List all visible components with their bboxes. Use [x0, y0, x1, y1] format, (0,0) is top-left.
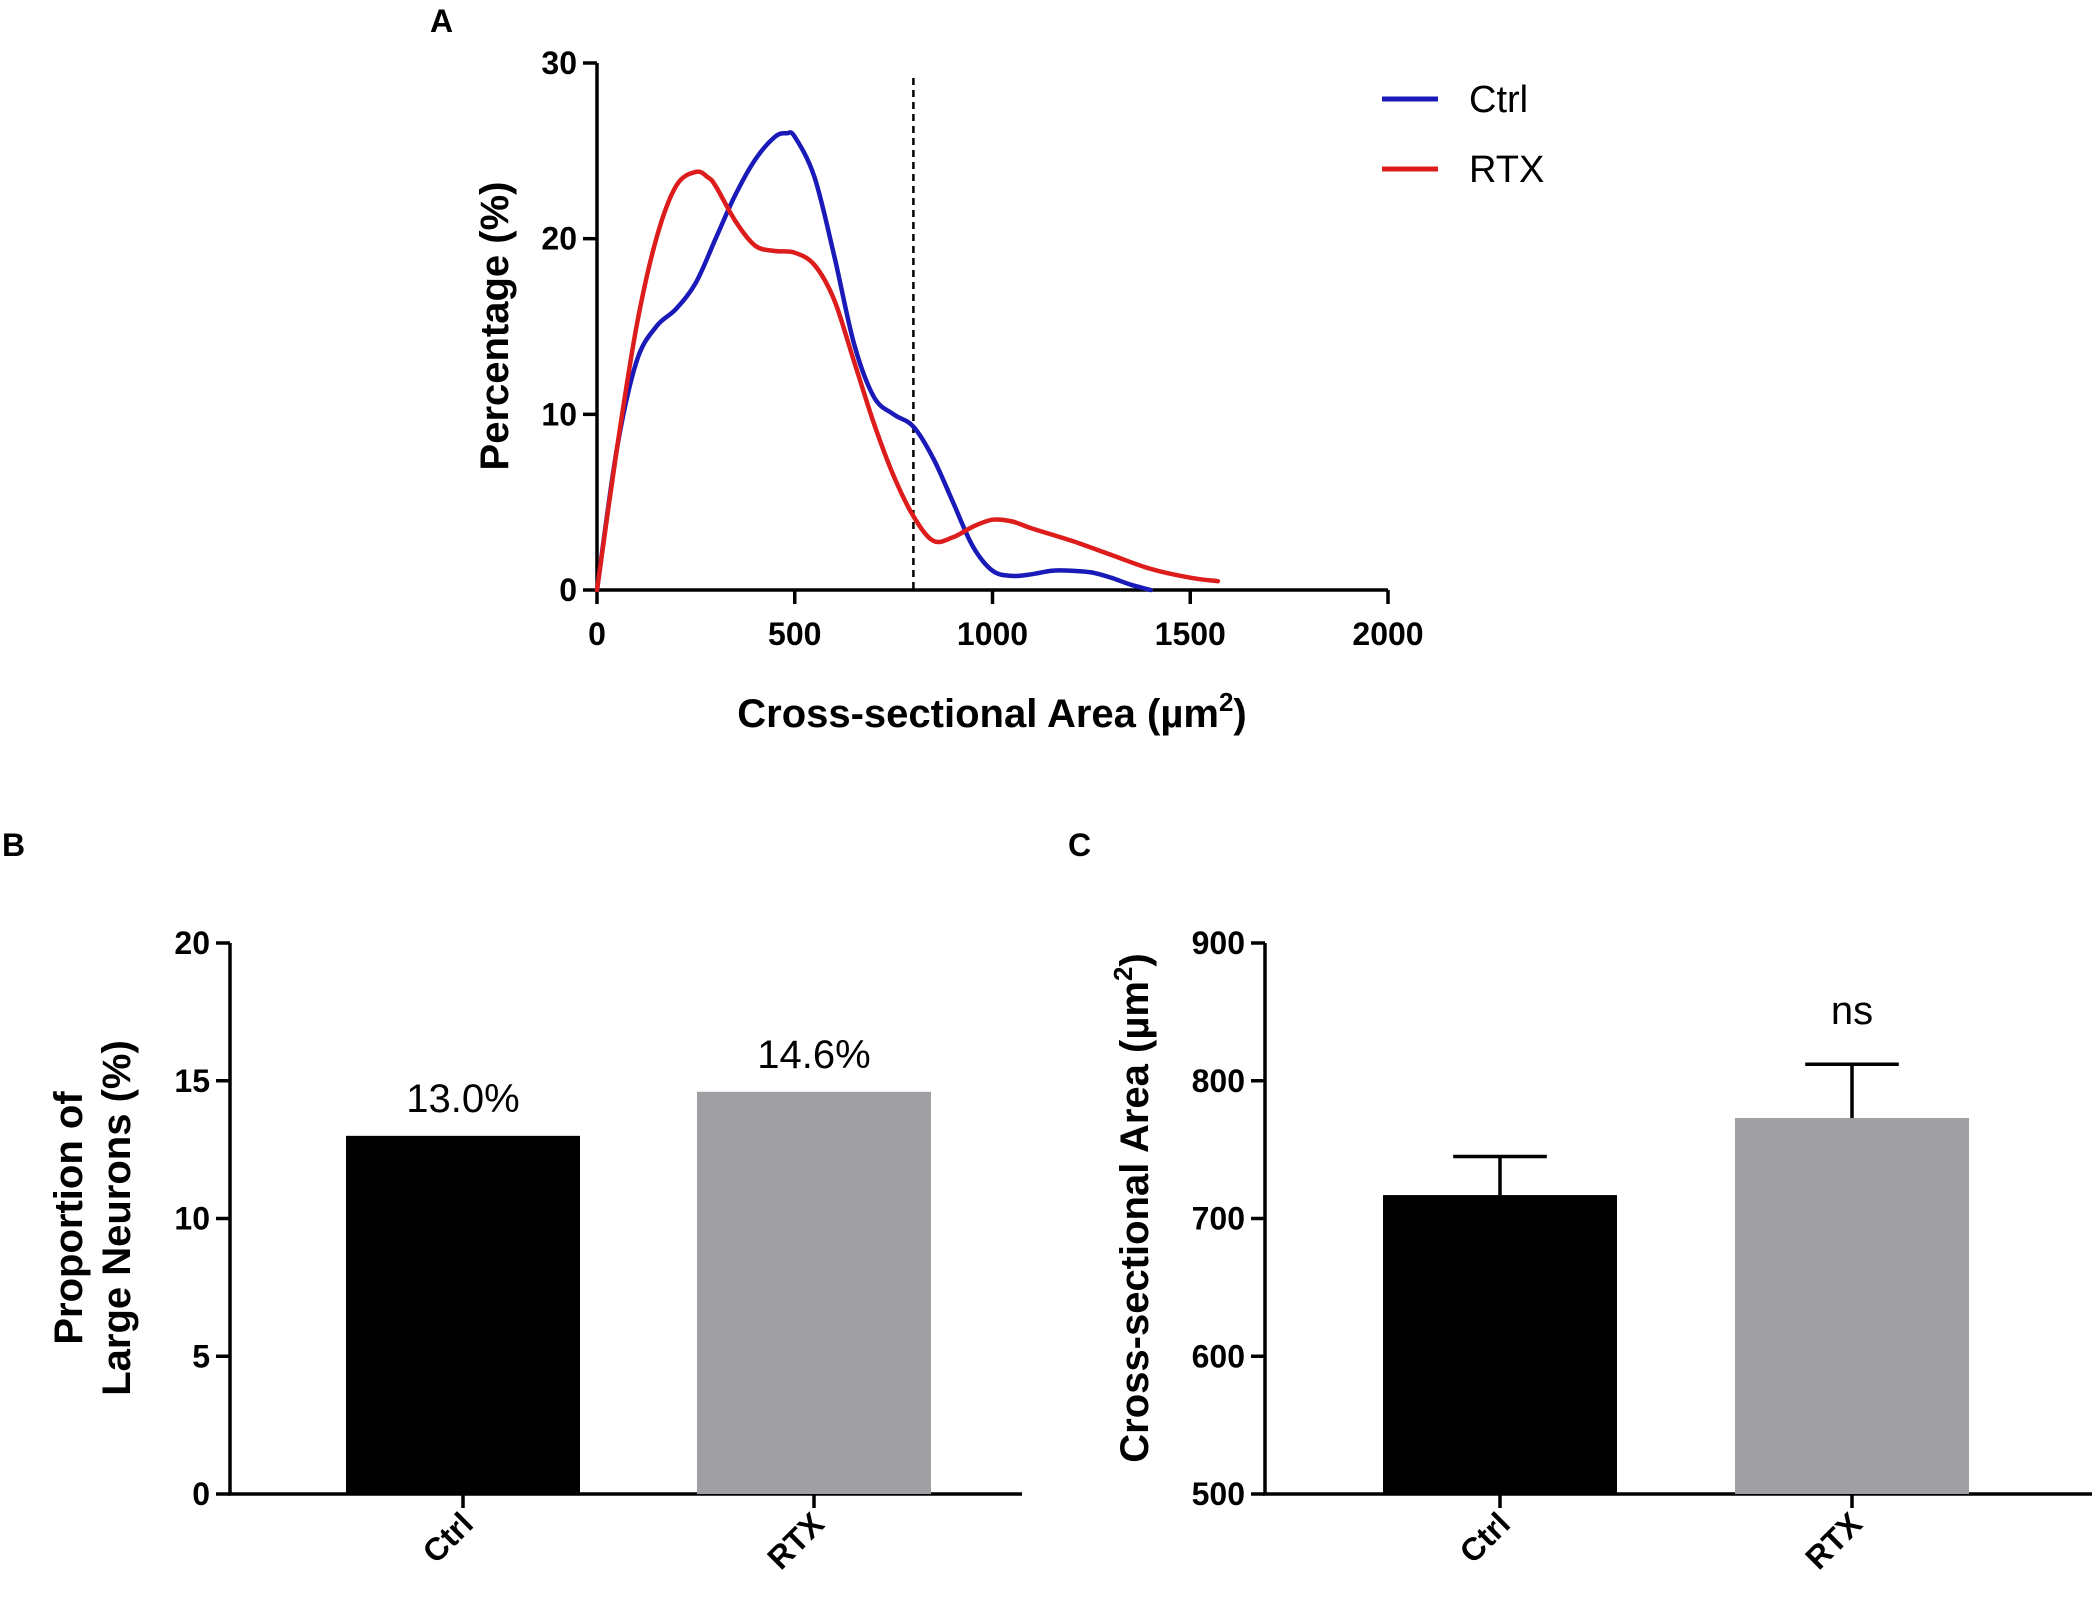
panel-a-y-tick-label: 30	[541, 45, 577, 81]
panel-b-y-tick-label: 15	[174, 1063, 210, 1099]
panel-a-y-tick-label: 0	[559, 572, 577, 608]
panel-c-bar-rtx	[1735, 1117, 1969, 1494]
panel-b-category-ctrl: Ctrl	[416, 1505, 480, 1569]
panel-c-y-tick-label: 500	[1192, 1476, 1245, 1512]
panel-c-y-tick-label: 900	[1192, 925, 1245, 961]
legend-label-rtx: RTX	[1469, 149, 1544, 191]
panel-a-y-ticks: 0 10 20 30	[541, 45, 597, 608]
panel-b-y-tick-label: 0	[192, 1476, 210, 1512]
panel-b-y-tick-label: 5	[192, 1338, 210, 1374]
panel-a-series-rtx-line	[594, 169, 1221, 593]
panel-c-category-rtx: RTX	[1798, 1505, 1869, 1576]
panel-b-y-axis-title: Proportion of	[47, 1091, 91, 1345]
panel-a-letter: A	[430, 3, 453, 39]
panel-b-y-tick-label: 20	[174, 925, 210, 961]
panel-b-data-label-ctrl: 13.0%	[406, 1077, 519, 1121]
panel-b-category-rtx: RTX	[760, 1505, 831, 1576]
panel-b-y-tick-label: 10	[174, 1201, 210, 1237]
panel-c-category-ctrl: Ctrl	[1453, 1505, 1517, 1569]
panel-b-y-axis-title-line2: Large Neurons (%)	[95, 1040, 139, 1396]
panel-b-data-label-rtx: 14.6%	[757, 1033, 870, 1077]
panel-a: A 0 10 20 30 0 500 1000 1500 2000 Percentage (%…	[430, 3, 1544, 736]
panel-c-error-bar-ctrl	[1453, 1154, 1547, 1196]
panel-a-y-tick-label: 10	[541, 396, 577, 432]
panel-a-y-tick-label: 20	[541, 221, 577, 257]
panel-a-x-tick-label: 1000	[957, 616, 1028, 652]
panel-a-x-tick-label: 2000	[1352, 616, 1423, 652]
panel-a-x-ticks: 0 500 1000 1500 2000	[588, 590, 1424, 652]
panel-c-y-tick-label: 600	[1192, 1338, 1245, 1374]
panel-c: C 500 600 700 800 900 ns Ctrl RTX Cross-sect…	[1068, 827, 2092, 1576]
panel-b-bar-ctrl	[346, 1135, 580, 1494]
panel-b: B 0 5 10 15 20 13.0% 14.6% Ctrl RTX Proporti…	[2, 827, 1022, 1576]
panel-a-x-tick-label: 0	[588, 616, 606, 652]
panel-a-series-ctrl-line	[594, 130, 1153, 593]
panel-a-y-axis-title: Percentage (%)	[473, 182, 517, 471]
panel-b-bar-rtx	[697, 1091, 931, 1494]
panel-b-letter: B	[2, 827, 25, 863]
panel-c-y-axis-title: Cross-sectional Area (µm2)	[1108, 953, 1157, 1463]
panel-a-x-tick-label: 1500	[1155, 616, 1226, 652]
panel-c-y-tick-label: 700	[1192, 1201, 1245, 1237]
panel-b-y-ticks: 0 5 10 15 20	[174, 925, 230, 1512]
panel-c-bar-ctrl	[1383, 1195, 1617, 1494]
panel-a-x-tick-label: 500	[768, 616, 821, 652]
panel-a-legend: Ctrl RTX	[1382, 79, 1544, 191]
panel-c-error-bar-rtx	[1805, 1062, 1899, 1118]
panel-c-y-tick-label: 800	[1192, 1063, 1245, 1099]
legend-label-ctrl: Ctrl	[1469, 79, 1528, 121]
panel-c-significance-label: ns	[1831, 989, 1873, 1033]
panel-c-letter: C	[1068, 827, 1091, 863]
panel-c-y-ticks: 500 600 700 800 900	[1192, 925, 1265, 1512]
panel-a-x-axis-title: Cross-sectional Area (µm2)	[737, 687, 1247, 736]
